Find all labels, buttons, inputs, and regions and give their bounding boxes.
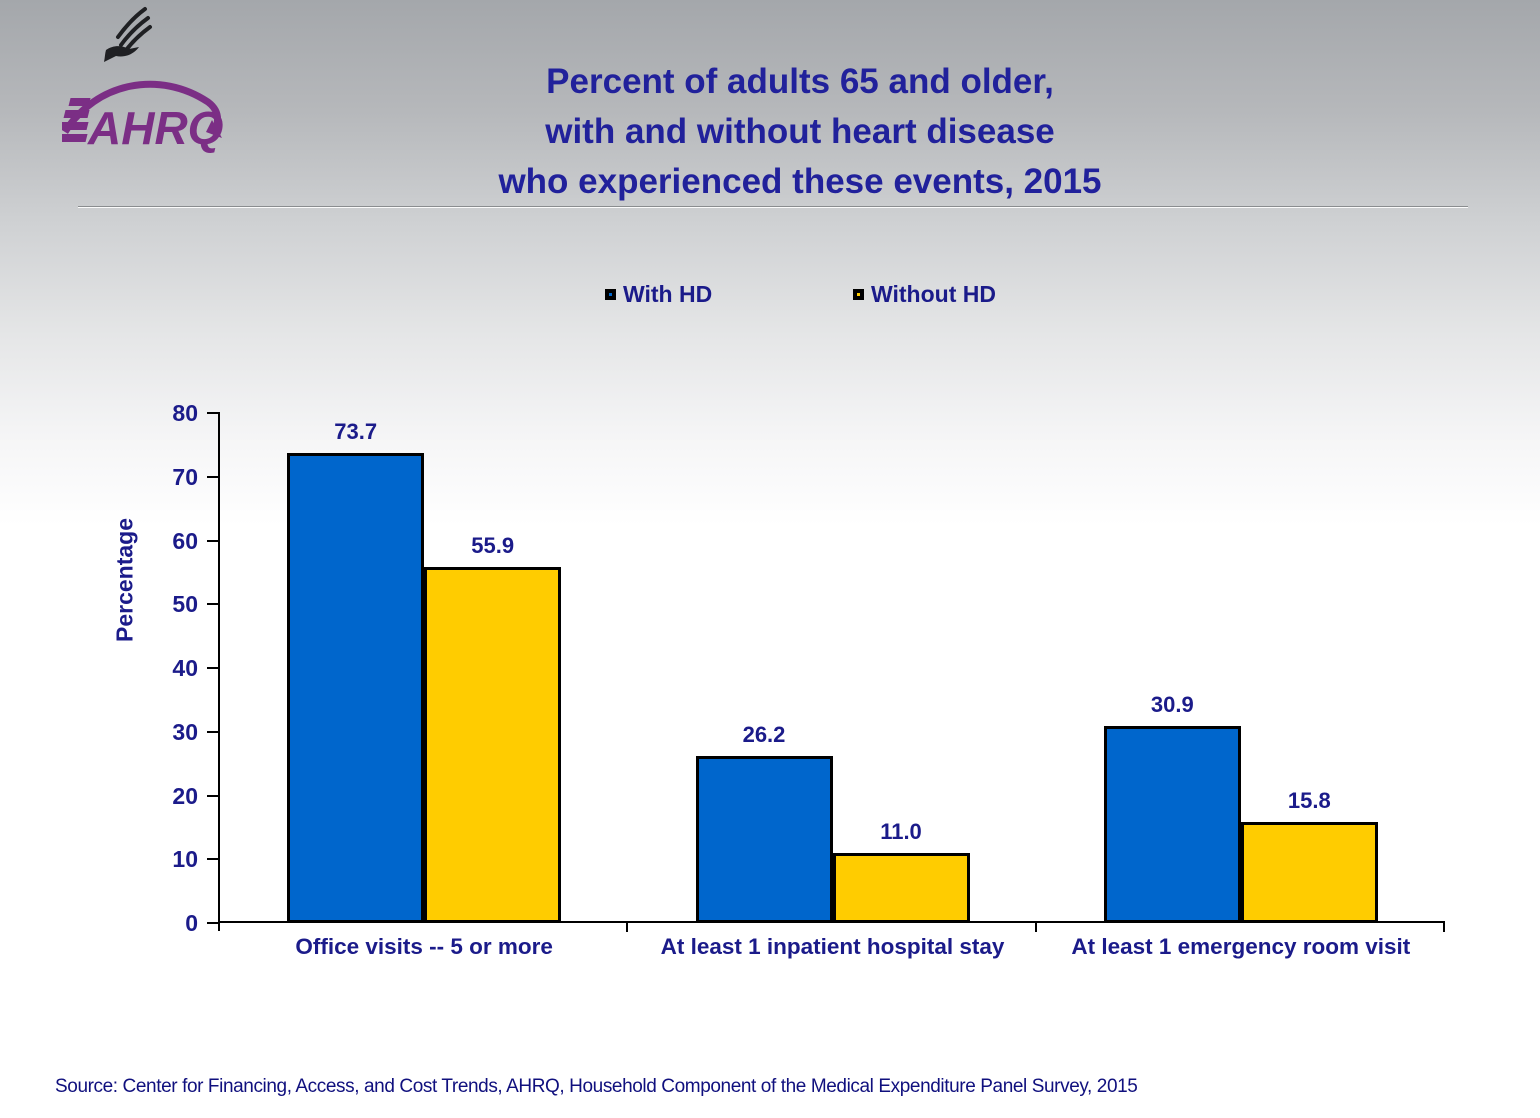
y-tick-label: 10 — [172, 846, 198, 873]
y-tick-label: 50 — [172, 591, 198, 618]
slide-title: Percent of adults 65 and older, with and… — [230, 57, 1370, 207]
y-tick-label: 80 — [172, 400, 198, 426]
x-tick — [1034, 923, 1037, 932]
y-axis-line — [218, 413, 220, 931]
hhs-eagle-icon — [104, 7, 152, 62]
y-tick-label: 60 — [172, 527, 198, 554]
y-tick — [207, 475, 220, 478]
value-label: 11.0 — [880, 818, 922, 844]
value-label: 26.2 — [742, 721, 786, 747]
legend-label-with-hd: With HD — [623, 281, 713, 307]
title-line-1: Percent of adults 65 and older, — [546, 62, 1054, 101]
y-tick-label: 20 — [172, 782, 198, 809]
svg-text:AHRQ: AHRQ — [87, 102, 224, 154]
y-tick — [207, 794, 220, 797]
bar-with-hd — [1103, 726, 1241, 923]
legend-label-without-hd: Without HD — [871, 281, 996, 307]
title-divider — [78, 206, 1468, 208]
y-tick — [207, 412, 220, 414]
value-label: 15.8 — [1287, 788, 1331, 814]
legend-item-without-hd: Without HD — [853, 281, 996, 308]
x-category-label: At least 1 emergency room visit — [1071, 934, 1411, 959]
x-category-label: At least 1 inpatient hospital stay — [660, 934, 1005, 959]
value-label: 30.9 — [1150, 692, 1194, 717]
logo-block: AHRQ — [60, 2, 240, 157]
y-tick — [207, 603, 220, 606]
y-tick-label: 30 — [172, 718, 198, 745]
title-line-2: with and without heart disease — [545, 112, 1055, 151]
bar-without-hd — [832, 852, 970, 923]
bar-without-hd — [1240, 822, 1378, 923]
value-label: 55.9 — [471, 532, 515, 558]
ahrq-logo: AHRQ — [62, 80, 224, 154]
legend-marker-with-hd — [605, 289, 616, 300]
bar-with-hd — [695, 755, 833, 923]
title-line-3: who experienced these events, 2015 — [498, 162, 1102, 201]
x-tick — [1443, 923, 1445, 932]
y-tick — [207, 730, 220, 733]
value-label: 73.7 — [334, 419, 378, 445]
y-tick — [207, 922, 220, 924]
x-category-label: Office visits -- 5 or more — [295, 934, 553, 959]
y-tick — [207, 858, 220, 861]
source-note: Source: Center for Financing, Access, an… — [55, 1076, 1138, 1097]
legend-item-with-hd: With HD — [605, 281, 712, 308]
y-tick — [207, 667, 220, 669]
y-tick-label: 0 — [185, 910, 198, 936]
bar-without-hd — [424, 566, 562, 923]
legend-marker-without-hd — [853, 289, 864, 300]
y-tick-label: 40 — [172, 655, 198, 681]
y-tick-label: 70 — [172, 463, 198, 490]
y-tick — [207, 539, 220, 542]
bar-with-hd — [287, 453, 425, 923]
x-tick — [626, 923, 629, 932]
